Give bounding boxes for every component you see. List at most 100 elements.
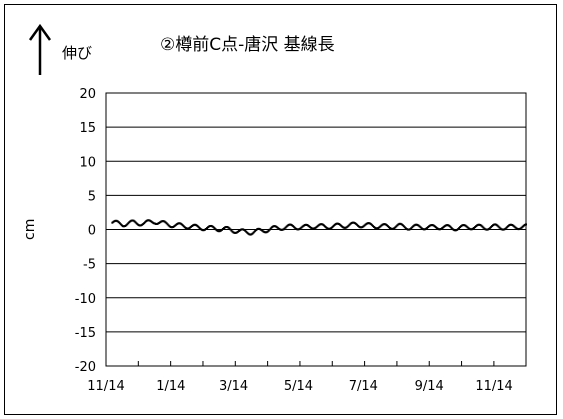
data-point <box>308 225 311 228</box>
data-point <box>156 222 159 225</box>
data-point <box>462 224 465 227</box>
data-point <box>179 222 182 225</box>
data-point <box>426 226 429 229</box>
data-point <box>154 222 157 225</box>
data-point <box>446 224 449 227</box>
data-point <box>371 224 374 227</box>
data-point <box>288 223 291 226</box>
data-point <box>327 227 330 230</box>
data-point <box>151 221 154 224</box>
data-point <box>285 225 288 228</box>
data-point <box>166 223 169 226</box>
data-point <box>517 228 520 231</box>
data-point <box>434 225 437 228</box>
data-point <box>487 228 490 231</box>
data-point <box>145 219 148 222</box>
data-point <box>361 226 364 229</box>
data-point <box>421 228 424 231</box>
data-point <box>186 227 189 230</box>
data-point <box>319 223 322 226</box>
data-point <box>414 223 417 226</box>
data-point <box>189 226 191 229</box>
data-point <box>415 223 418 226</box>
y-tick-label: 10 <box>79 155 96 170</box>
data-point <box>148 219 151 222</box>
data-point <box>198 226 201 229</box>
data-point <box>197 225 200 228</box>
data-point <box>284 226 287 229</box>
data-point <box>322 224 325 227</box>
data-point <box>130 219 133 222</box>
data-point <box>112 220 115 223</box>
data-point <box>438 228 441 231</box>
data-point <box>275 225 278 228</box>
data-point <box>523 223 526 226</box>
data-point <box>325 226 328 229</box>
data-point <box>129 220 132 223</box>
data-point <box>131 219 134 222</box>
data-point <box>461 224 464 227</box>
data-point <box>480 224 483 227</box>
data-point <box>181 224 184 227</box>
data-point <box>258 227 261 230</box>
data-point <box>169 226 172 229</box>
data-point <box>142 222 145 225</box>
data-point <box>430 224 433 227</box>
data-point <box>123 225 126 228</box>
data-point <box>178 222 181 225</box>
data-point <box>220 228 223 231</box>
data-point <box>273 225 275 228</box>
data-point <box>464 224 467 227</box>
data-point <box>238 229 241 232</box>
data-point <box>408 228 411 231</box>
data-point <box>200 228 203 231</box>
data-point <box>190 225 193 228</box>
data-point <box>346 225 349 228</box>
data-point <box>516 227 519 230</box>
data-point <box>297 228 300 231</box>
data-point <box>117 221 120 224</box>
y-axis-label: cm <box>22 218 38 240</box>
data-point <box>445 224 448 227</box>
data-point <box>191 224 194 227</box>
data-point <box>125 224 128 227</box>
data-point <box>453 229 456 232</box>
data-point <box>291 224 294 227</box>
data-point <box>437 228 440 231</box>
data-point <box>339 224 342 227</box>
data-point <box>403 226 406 229</box>
data-point <box>385 224 388 227</box>
data-point <box>359 226 362 229</box>
data-point <box>478 223 481 226</box>
data-point <box>185 227 188 230</box>
data-point <box>233 231 236 234</box>
data-point <box>486 228 489 231</box>
data-point <box>194 223 197 226</box>
data-point <box>295 227 298 230</box>
data-point <box>476 224 479 227</box>
data-point <box>482 226 485 229</box>
data-point <box>504 227 507 230</box>
data-point <box>333 223 336 226</box>
data-point <box>513 225 516 228</box>
data-point <box>324 225 327 228</box>
data-point <box>253 230 256 233</box>
data-point <box>164 221 167 224</box>
data-point <box>381 223 384 226</box>
data-point <box>259 228 262 231</box>
data-point <box>160 220 163 223</box>
data-point <box>196 224 199 227</box>
data-point <box>296 228 299 231</box>
data-point <box>374 226 377 229</box>
x-tick-label: 3/14 <box>219 379 248 394</box>
x-tick-label: 11/14 <box>475 379 512 394</box>
data-point <box>484 228 487 231</box>
data-point <box>176 222 179 225</box>
data-point <box>266 230 269 233</box>
data-point <box>465 225 468 228</box>
data-point <box>128 221 131 224</box>
data-point <box>354 222 357 225</box>
chart-title: ②樽前C点-唐沢 基線長 <box>160 35 335 55</box>
data-point <box>226 226 229 229</box>
data-point <box>271 225 274 228</box>
